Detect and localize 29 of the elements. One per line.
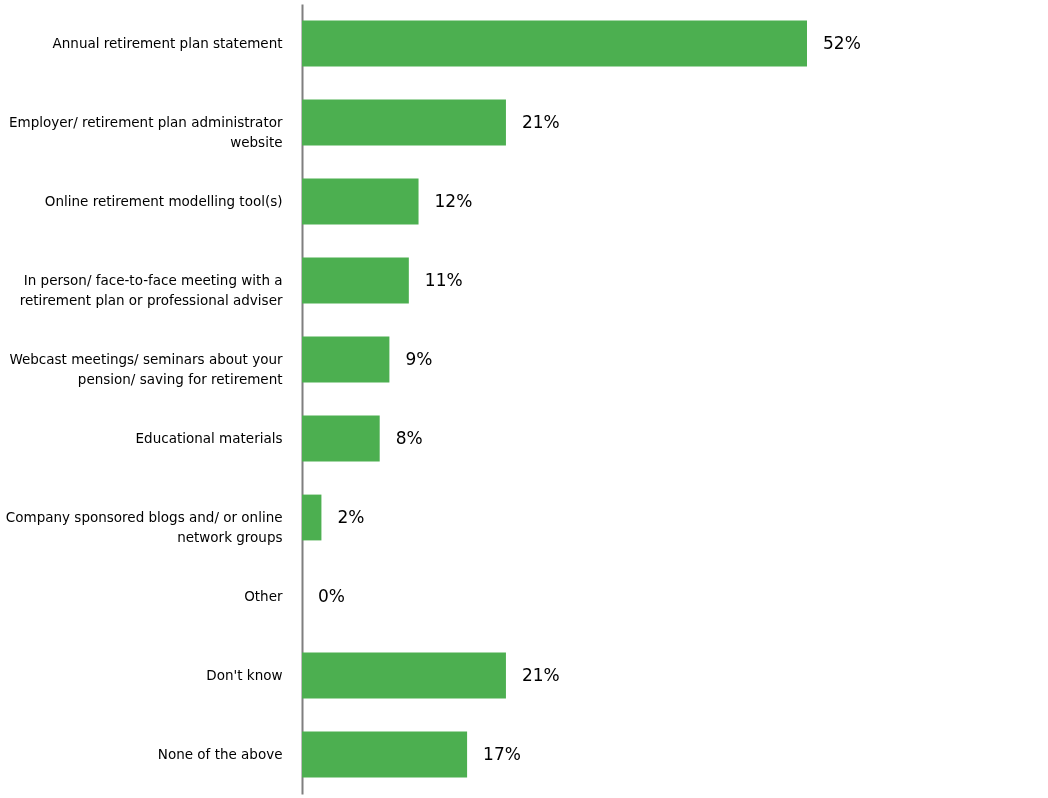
data-label: 11% [424,269,463,290]
data-label: 52% [823,32,861,53]
y-tick-label: Don't know [206,666,283,683]
data-label: 21% [521,664,560,685]
y-tick-label: Webcast meetings/ seminars about your pension/ saving for retirement [9,350,283,387]
y-tick-label: Employer/ retirement plan administrator website [9,113,283,150]
y-tick-label: Other [244,587,283,604]
bar [302,20,807,67]
data-label: 17% [483,743,521,764]
y-tick-label: Annual retirement plan statement [52,34,283,51]
y-tick-label: In person/ face-to-face meeting with a retirement plan or professional adviser [19,271,283,308]
y-tick-label: Company sponsored blogs and/ or online network groups [5,508,283,545]
bar [302,178,419,225]
bar [302,731,468,778]
y-tick-label: Educational materials [135,429,283,446]
bar [302,336,390,383]
bar [302,415,380,462]
bar [302,652,506,699]
bar [302,257,409,304]
data-label: 9% [405,348,433,369]
data-label: 12% [434,190,473,211]
data-label: 0% [318,585,345,606]
data-label: 8% [395,427,423,448]
bar [302,494,322,541]
data-label: 2% [337,506,365,527]
y-tick-label: Online retirement modelling tool(s) [44,192,283,209]
y-tick-label: None of the above [157,745,283,762]
data-label: 21% [521,111,560,132]
bar [302,99,506,146]
